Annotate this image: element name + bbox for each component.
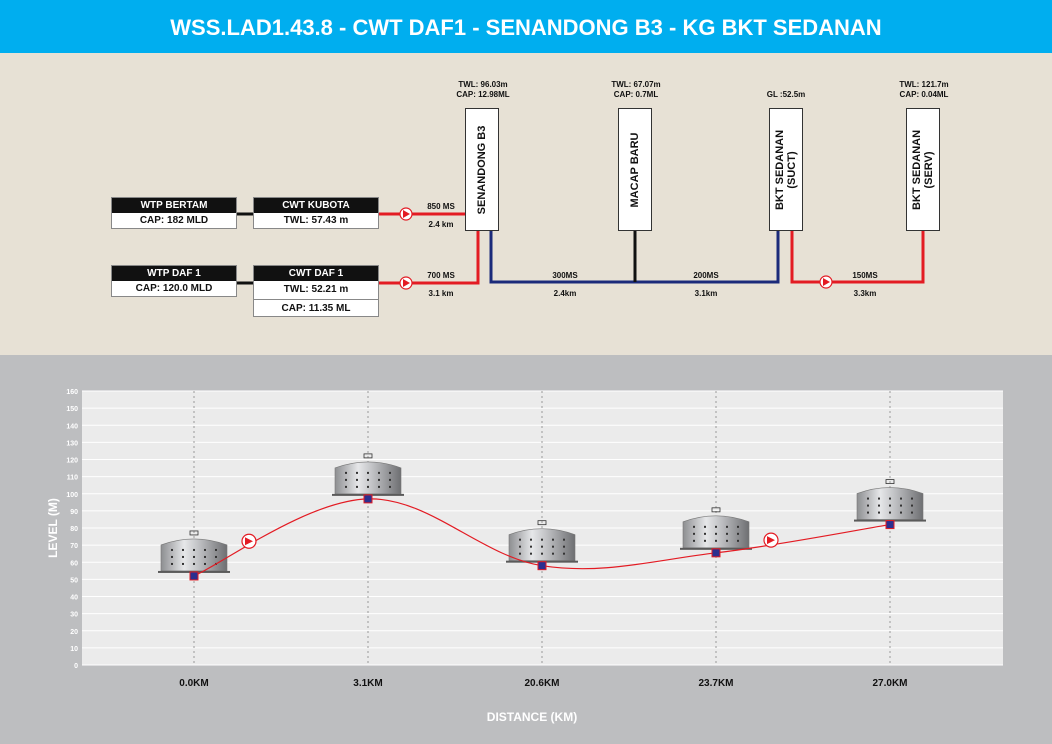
bkt-sedanan-suct-reservoir: BKT SEDANAN (SUCT) [769,108,803,231]
y-tick-label: 130 [66,440,78,447]
senandong-b3-reservoir: SENANDONG B3 [465,108,499,231]
bkt-serv-cap: CAP: 0.04ML [899,90,949,99]
x-tick-label: 27.0KM [872,678,907,689]
bkt-serv-name-line2: (SERV) [923,150,935,189]
macap-baru-reservoir: MACAP BARU [618,108,652,231]
pipe-200ms-length: 3.1km [694,289,718,298]
pipe-700ms-size: 700 MS [427,271,455,280]
pump-icon [399,276,413,290]
level-profile-chart: 0 10 20 30 40 50 60 70 80 90 100 110 120 130 140 150 160… [46,389,1003,724]
cwt-daf1-twl: TWL: 52.21 m [254,281,378,300]
level-point [885,520,895,530]
x-axis-label: DISTANCE (KM) [487,710,577,724]
y-tick-label: 20 [70,629,78,636]
level-point [711,548,721,558]
cwt-kubota-twl: TWL: 57.43 m [283,215,349,226]
y-tick-label: 10 [70,646,78,653]
y-tick-label: 100 [66,492,78,499]
y-tick-label: 150 [66,406,78,413]
pipe-850ms-size: 850 MS [427,202,455,211]
reservoir-tank-icons [158,453,926,573]
x-tick-label: 23.7KM [698,678,733,689]
pump-markers [241,532,779,549]
y-tick-label: 120 [66,458,78,465]
y-tick-label: 160 [66,389,78,396]
level-points [189,494,895,581]
y-tick-label: 60 [70,560,78,567]
level-profile-panel: 0 10 20 30 40 50 60 70 80 90 100 110 120 130 140 150 160… [0,355,1052,744]
wtp-bertam-cap: CAP: 182 MLD [139,215,209,226]
macap-twl: TWL: 67.07m [611,80,661,89]
bkt-serv-twl: TWL: 121.7m [899,80,949,89]
cwt-daf1-cap: CAP: 11.35 ML [281,303,351,314]
pipe-300ms-size: 300MS [552,271,578,280]
bkt-serv-name-line1: BKT SEDANAN [911,129,923,210]
macap-baru-name: MACAP BARU [629,132,641,207]
y-tick-label: 30 [70,612,78,619]
level-point [363,494,373,504]
y-tick-label: 80 [70,526,78,533]
pipe-700ms-length: 3.1 km [428,289,454,298]
y-axis-label: LEVEL (M) [46,498,60,558]
wtp-bertam-name: WTP BERTAM [112,198,236,213]
bkt-suct-name-line2: (SUCT) [786,150,798,189]
pump-icon [241,533,257,549]
cwt-daf1-box: CWT DAF 1 TWL: 52.21 m CAP: 11.35 ML [253,265,379,317]
bkt-suct-gl: GL :52.5m [766,90,806,99]
y-tick-label: 50 [70,577,78,584]
x-tick-label: 0.0KM [179,678,208,689]
y-tick-label: 110 [67,475,78,482]
cwt-daf1-name: CWT DAF 1 [254,266,378,281]
pump-icon [763,532,779,548]
y-tick-label: 70 [70,543,78,550]
x-tick-label: 20.6KM [524,678,559,689]
senandong-twl: TWL: 96.03m [458,80,508,89]
page-title: WSS.LAD1.43.8 - CWT DAF1 - SENANDONG B3 … [0,0,1052,53]
macap-cap: CAP: 0.7ML [613,90,659,99]
pipe-850ms-length: 2.4 km [428,220,454,229]
pump-icon [819,275,833,289]
pipe-150ms [790,231,925,284]
level-point [537,561,547,571]
pipe-150ms-size: 150MS [852,271,878,280]
y-tick-labels: 0 10 20 30 40 50 60 70 80 90 100 110 120 130 140 150 160 [66,389,78,670]
pipe-network [236,207,925,290]
y-tick-label: 40 [70,595,78,602]
x-tick-labels: 0.0KM 3.1KM 20.6KM 23.7KM 27.0KM [179,678,907,689]
wtp-daf1-cap: CAP: 120.0 MLD [135,283,213,294]
pipe-300ms-length: 2.4km [553,289,577,298]
pump-icon [399,207,413,221]
cwt-kubota-box: CWT KUBOTA TWL: 57.43 m [253,197,379,229]
cwt-kubota-name: CWT KUBOTA [254,198,378,213]
senandong-cap: CAP: 12.98ML [456,90,510,99]
bkt-sedanan-suct-name: BKT SEDANAN (SUCT) [774,129,798,209]
bkt-sedanan-serv-reservoir: BKT SEDANAN (SERV) [906,108,940,231]
network-schematic: WTP BERTAM CAP: 182 MLD CWT KUBOTA TWL: … [0,53,1052,355]
pipe-200ms-size: 200MS [693,271,719,280]
senandong-b3-name: SENANDONG B3 [476,125,488,214]
y-tick-label: 90 [70,509,78,516]
y-tick-label: 140 [66,423,78,430]
y-tick-label: 0 [74,663,78,670]
bkt-sedanan-serv-name: BKT SEDANAN (SERV) [911,129,935,209]
wtp-daf1-name: WTP DAF 1 [112,266,236,281]
wtp-bertam-box: WTP BERTAM CAP: 182 MLD [111,197,237,229]
bkt-suct-name-line1: BKT SEDANAN [774,129,786,210]
x-tick-label: 3.1KM [353,678,382,689]
level-point [189,571,199,581]
wtp-daf1-box: WTP DAF 1 CAP: 120.0 MLD [111,265,237,297]
pipe-150ms-length: 3.3km [853,289,877,298]
